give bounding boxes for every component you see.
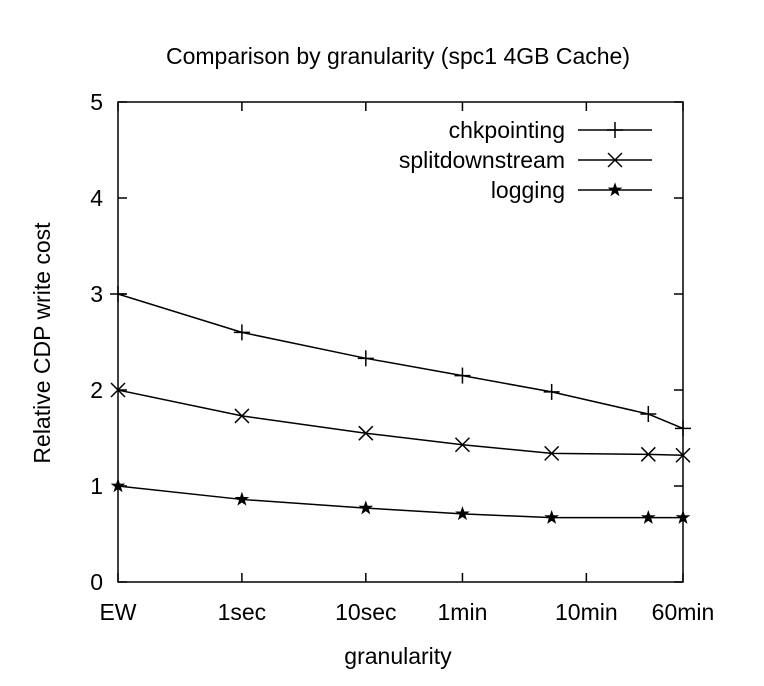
- y-tick-label: 4: [90, 185, 103, 211]
- data-point-logging: [234, 491, 250, 506]
- x-tick-label: EW: [99, 599, 136, 625]
- plot-frame: [117, 101, 684, 583]
- legend-item-logging: logging: [491, 177, 652, 203]
- y-tick-label: 2: [90, 377, 103, 403]
- data-point-chkpointing: [233, 324, 250, 341]
- data-point-splitdownstream: [675, 447, 691, 463]
- data-point-chkpointing: [110, 286, 126, 302]
- legend-marker: [607, 122, 623, 138]
- data-point-splitdownstream: [234, 408, 250, 424]
- series-line-splitdownstream: [117, 389, 684, 457]
- x-tick-label: 1sec: [218, 599, 267, 625]
- data-point-splitdownstream: [358, 425, 374, 441]
- data-point-logging: [675, 509, 691, 524]
- y-axis: 0 1 2 3 4 5: [90, 89, 683, 595]
- data-point-splitdownstream: [454, 437, 470, 453]
- data-point-logging: [544, 509, 559, 524]
- chart-title: Comparison by granularity (spc1 4GB Cach…: [166, 43, 630, 69]
- series-layer: [110, 286, 691, 524]
- x-tick-label: 10min: [555, 599, 618, 625]
- x-axis: EW 1sec 10sec 1min 10min 60min: [99, 102, 714, 625]
- data-point-splitdownstream: [640, 446, 656, 462]
- legend-marker: [607, 152, 623, 168]
- y-tick-label: 3: [90, 281, 103, 307]
- legend-marker: [607, 182, 623, 197]
- data-point-logging: [358, 500, 374, 515]
- data-point-splitdownstream: [110, 382, 126, 398]
- legend-item-chkpointing: chkpointing: [449, 117, 652, 143]
- data-point-splitdownstream: [544, 445, 560, 461]
- y-tick-label: 0: [90, 569, 103, 595]
- x-tick-label: 1min: [438, 599, 488, 625]
- legend-label: splitdownstream: [399, 147, 565, 173]
- data-point-chkpointing: [454, 367, 471, 384]
- x-tick-label: 60min: [652, 599, 715, 625]
- data-point-logging: [640, 509, 656, 524]
- legend: chkpointing splitdownstream logging: [399, 117, 652, 203]
- y-tick-label: 1: [90, 473, 103, 499]
- legend-label: chkpointing: [449, 117, 565, 143]
- data-point-chkpointing: [543, 383, 560, 400]
- y-axis-label: Relative CDP write cost: [29, 222, 55, 464]
- data-point-chkpointing: [640, 406, 657, 422]
- x-axis-label: granularity: [344, 643, 452, 669]
- y-tick-label: 5: [90, 89, 103, 115]
- data-point-logging: [110, 478, 126, 493]
- data-point-logging: [455, 506, 470, 521]
- x-tick-label: 10sec: [335, 599, 396, 625]
- data-point-chkpointing: [675, 420, 691, 437]
- data-point-chkpointing: [357, 350, 374, 367]
- legend-label: logging: [491, 177, 565, 203]
- legend-item-splitdownstream: splitdownstream: [399, 147, 652, 173]
- series-line-logging: [117, 485, 683, 519]
- plot-area: [117, 101, 684, 583]
